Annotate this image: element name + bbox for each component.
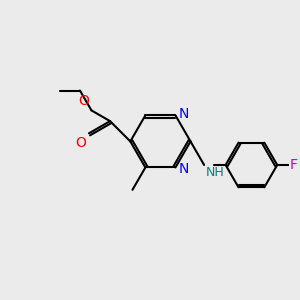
Text: NH: NH <box>206 167 224 179</box>
Text: O: O <box>78 94 89 108</box>
Text: O: O <box>75 136 86 150</box>
Text: N: N <box>179 162 189 176</box>
Text: N: N <box>179 107 189 121</box>
Text: F: F <box>290 158 298 172</box>
